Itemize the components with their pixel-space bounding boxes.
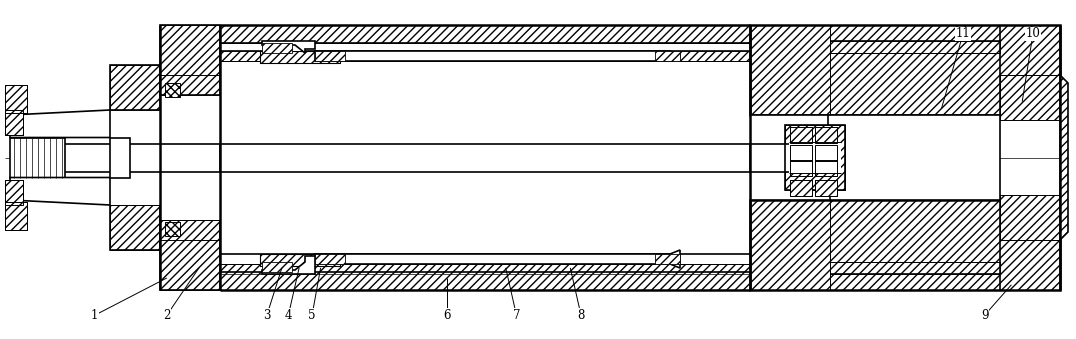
- Bar: [785, 125, 845, 190]
- Bar: [165, 83, 180, 97]
- Bar: [160, 220, 220, 290]
- Bar: [261, 262, 292, 272]
- Text: 2: 2: [164, 309, 170, 322]
- Bar: [1000, 75, 1060, 120]
- Bar: [260, 254, 340, 266]
- Bar: [790, 180, 812, 196]
- Bar: [5, 110, 23, 135]
- Bar: [110, 110, 160, 205]
- Bar: [30, 143, 220, 172]
- Bar: [790, 145, 812, 161]
- Bar: [220, 264, 750, 274]
- Bar: [110, 138, 130, 178]
- Bar: [220, 51, 750, 61]
- Text: 3: 3: [264, 309, 270, 322]
- Bar: [750, 200, 1060, 290]
- Bar: [110, 65, 160, 110]
- Polygon shape: [1060, 75, 1068, 240]
- Bar: [220, 143, 870, 172]
- Bar: [790, 160, 812, 176]
- Text: 8: 8: [578, 309, 584, 322]
- Bar: [750, 25, 1060, 115]
- Polygon shape: [315, 51, 680, 61]
- Text: 5: 5: [309, 309, 315, 322]
- Bar: [790, 160, 812, 176]
- Bar: [10, 138, 65, 178]
- Bar: [790, 127, 812, 143]
- Bar: [220, 25, 750, 43]
- Polygon shape: [315, 250, 680, 268]
- Bar: [260, 51, 340, 63]
- Bar: [655, 51, 680, 61]
- Polygon shape: [10, 178, 110, 205]
- Bar: [790, 145, 812, 161]
- Bar: [110, 65, 160, 110]
- Bar: [5, 202, 27, 230]
- Bar: [815, 145, 837, 161]
- Polygon shape: [261, 256, 315, 274]
- Bar: [315, 51, 345, 61]
- Text: 4: 4: [285, 309, 292, 322]
- Bar: [160, 25, 220, 95]
- Bar: [110, 205, 160, 250]
- Bar: [750, 115, 1000, 200]
- Bar: [315, 254, 345, 264]
- Bar: [5, 180, 23, 205]
- Bar: [750, 25, 1060, 115]
- Bar: [750, 143, 840, 172]
- Bar: [830, 262, 1000, 274]
- Text: 6: 6: [443, 309, 450, 322]
- Bar: [815, 145, 837, 161]
- Bar: [815, 127, 837, 143]
- Bar: [160, 95, 220, 220]
- Bar: [160, 220, 220, 290]
- Bar: [110, 205, 160, 250]
- Bar: [5, 202, 27, 230]
- Bar: [830, 41, 1000, 53]
- Text: 11: 11: [955, 27, 971, 40]
- Bar: [750, 200, 1060, 290]
- Bar: [815, 180, 837, 196]
- Bar: [5, 85, 27, 113]
- Bar: [5, 85, 27, 113]
- Bar: [790, 180, 812, 196]
- Bar: [655, 254, 680, 264]
- Bar: [261, 43, 292, 53]
- Bar: [789, 142, 841, 173]
- Bar: [260, 51, 340, 63]
- Text: 9: 9: [981, 309, 988, 322]
- Text: 1: 1: [91, 309, 98, 322]
- Polygon shape: [10, 110, 110, 138]
- Bar: [260, 254, 340, 266]
- Bar: [790, 127, 812, 143]
- Bar: [785, 125, 845, 190]
- Bar: [5, 110, 23, 135]
- Polygon shape: [261, 45, 305, 51]
- Polygon shape: [261, 41, 315, 53]
- Bar: [815, 180, 837, 196]
- Bar: [1000, 195, 1060, 240]
- Bar: [815, 160, 837, 176]
- Bar: [815, 127, 837, 143]
- Bar: [160, 25, 220, 95]
- Bar: [815, 160, 837, 176]
- Text: 7: 7: [513, 309, 520, 322]
- Bar: [5, 180, 23, 205]
- Text: 10: 10: [1025, 27, 1040, 40]
- Bar: [165, 222, 180, 236]
- Bar: [220, 272, 750, 290]
